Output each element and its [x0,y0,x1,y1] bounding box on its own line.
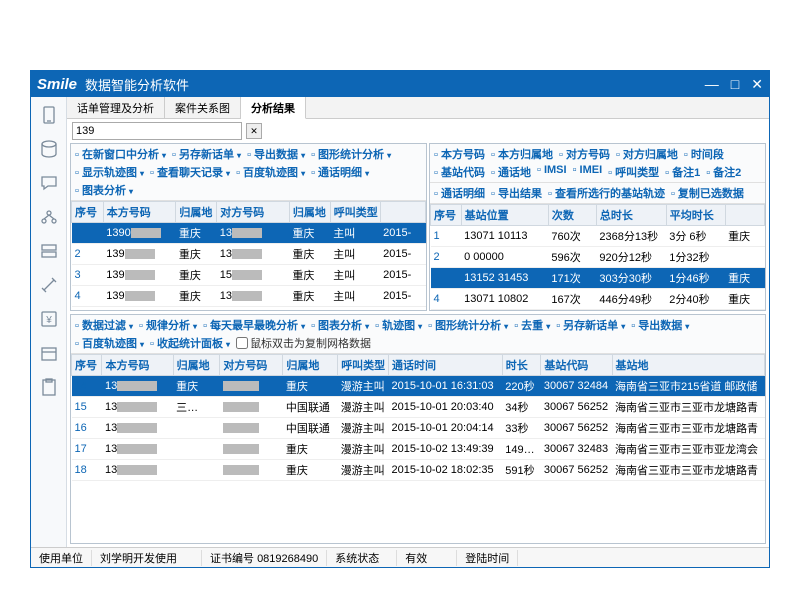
toolbar-link[interactable]: ▫ 时间段 [684,146,724,162]
toolbar-link[interactable]: ▫ 百度轨迹图 ▾ [236,164,305,180]
calendar-icon[interactable] [39,343,59,363]
toolbar-link[interactable]: ▫ 图形统计分析 ▾ [428,317,508,333]
status-unit-label: 使用单位 [31,550,92,566]
right-toolbar-actions: ▫ 通话明细 ▫ 导出结果 ▫ 查看所选行的基站轨迹 ▫ 复制已选数据 [430,183,765,204]
logo: Smile [37,76,77,93]
toolbar-link[interactable]: ▫ 每天最早最晚分析 ▾ [203,317,305,333]
toolbar-link[interactable]: ▫ 导出数据 ▾ [631,317,689,333]
left-table[interactable]: 序号本方号码归属地对方号码归属地呼叫类型11390重庆13重庆主叫2015-21… [71,201,426,307]
toolbar-link[interactable]: ▫ 图表分析 ▾ [75,182,133,198]
network-icon[interactable] [39,207,59,227]
minimize-button[interactable]: — [705,76,719,93]
money-icon[interactable]: ¥ [39,309,59,329]
left-panel: ▫ 在新窗口中分析 ▾ ▫ 另存新话单 ▾ ▫ 导出数据 ▾ ▫ 图形统计分析 ▾ ▫ … [70,143,427,311]
toolbar-link[interactable]: ▫ IMSI [537,164,567,180]
toolbar-link[interactable]: ▫ 图表分析 ▾ [311,317,369,333]
tools-icon[interactable] [39,275,59,295]
toolbar-link[interactable]: ▫ 显示轨迹图 ▾ [75,164,144,180]
toolbar-link[interactable]: ▫ 百度轨迹图 ▾ [75,335,144,351]
bottom-panel: ▫ 数据过滤 ▾ ▫ 规律分析 ▾ ▫ 每天最早最晚分析 ▾ ▫ 图表分析 ▾ ▫ 轨迹… [70,314,766,544]
phone-icon[interactable] [39,105,59,125]
toolbar-link[interactable]: ▫ 呼叫类型 [608,164,659,180]
window-title: 数据智能分析软件 [85,75,705,94]
toolbar-link[interactable]: ▫ 复制已选数据 [671,185,744,201]
clipboard-icon[interactable] [39,377,59,397]
titlebar: Smile 数据智能分析软件 — □ ✕ [31,71,769,97]
search-clear-button[interactable]: ✕ [246,123,262,139]
server-icon[interactable] [39,241,59,261]
toolbar-link[interactable]: ▫ 基站代码 [434,164,485,180]
search-input[interactable] [72,122,242,140]
toolbar-link[interactable]: ▫ 另存新话单 ▾ [172,146,241,162]
svg-text:¥: ¥ [45,315,52,326]
toolbar-link[interactable]: ▫ 另存新话单 ▾ [556,317,625,333]
status-sys-label: 系统状态 [327,550,397,566]
bottom-table[interactable]: 序号本方号码归属地对方号码归属地呼叫类型通话时间时长基站代码基站地1413重庆重… [71,354,765,481]
toolbar-link[interactable]: ▫ 规律分析 ▾ [139,317,197,333]
tab-analysis[interactable]: 分析结果 [241,97,306,119]
status-user: 刘学明开发使用 [92,550,202,566]
toolbar-link[interactable]: ▫ 对方归属地 [616,146,678,162]
toolbar-link[interactable]: ▫ 导出数据 ▾ [247,146,305,162]
database-icon[interactable] [39,139,59,159]
toolbar-link[interactable]: ▫ 导出结果 [491,185,542,201]
tab-case-graph[interactable]: 案件关系图 [165,97,241,118]
tabs: 话单管理及分析 案件关系图 分析结果 [67,97,769,119]
tab-records[interactable]: 话单管理及分析 [67,97,165,118]
toolbar-link[interactable]: ▫ 图形统计分析 ▾ [311,146,391,162]
toolbar-link[interactable]: ▫ 去重 ▾ [514,317,550,333]
toolbar-link[interactable]: ▫ 本方号码 [434,146,485,162]
toolbar-link[interactable]: ▫ 查看所选行的基站轨迹 [548,185,665,201]
toolbar-link[interactable]: ▫ IMEI [573,164,603,180]
toolbar-link[interactable]: ▫ 本方归属地 [491,146,553,162]
toolbar-link[interactable]: ▫ 通话明细 [434,185,485,201]
toolbar-link[interactable]: ▫ 对方号码 [559,146,610,162]
status-cert-label: 证书编号 0819268490 [202,550,327,566]
copy-on-dblclick-checkbox[interactable]: 鼠标双击为复制网格数据 [236,335,371,351]
right-panel: ▫ 本方号码 ▫ 本方归属地 ▫ 对方号码 ▫ 对方归属地 ▫ 时间段 ▫ 基站代码 ▫ 通… [429,143,766,311]
right-toolbar-fields: ▫ 本方号码 ▫ 本方归属地 ▫ 对方号码 ▫ 对方归属地 ▫ 时间段 ▫ 基站代码 ▫ 通… [430,144,765,183]
chat-icon[interactable] [39,173,59,193]
status-login-label: 登陆时间 [457,550,518,566]
toolbar-link[interactable]: ▫ 在新窗口中分析 ▾ [75,146,166,162]
toolbar-link[interactable]: ▫ 收起统计面板 ▾ [150,335,230,351]
close-button[interactable]: ✕ [751,76,763,93]
toolbar-link[interactable]: ▫ 数据过滤 ▾ [75,317,133,333]
statusbar: 使用单位 刘学明开发使用 证书编号 0819268490 系统状态 有效 登陆时… [31,547,769,567]
app-window: Smile 数据智能分析软件 — □ ✕ ¥ 话单管理及分析 案件关系图 分析结… [30,70,770,568]
status-sys: 有效 [397,550,457,566]
toolbar-link[interactable]: ▫ 通话地 [491,164,531,180]
toolbar-link[interactable]: ▫ 查看聊天记录 ▾ [150,164,230,180]
right-table[interactable]: 序号基站位置次数总时长平均时长113071 10113760次2368分13秒3… [430,204,765,310]
maximize-button[interactable]: □ [731,76,739,93]
left-toolbar: ▫ 在新窗口中分析 ▾ ▫ 另存新话单 ▾ ▫ 导出数据 ▾ ▫ 图形统计分析 ▾ ▫ … [71,144,426,201]
bottom-toolbar: ▫ 数据过滤 ▾ ▫ 规律分析 ▾ ▫ 每天最早最晚分析 ▾ ▫ 图表分析 ▾ ▫ 轨迹… [71,315,765,354]
toolbar-link[interactable]: ▫ 通话明细 ▾ [311,164,369,180]
toolbar-link[interactable]: ▫ 备注2 [706,164,741,180]
toolbar-link[interactable]: ▫ 轨迹图 ▾ [375,317,422,333]
sidebar: ¥ [31,97,67,547]
toolbar-link[interactable]: ▫ 备注1 [665,164,700,180]
